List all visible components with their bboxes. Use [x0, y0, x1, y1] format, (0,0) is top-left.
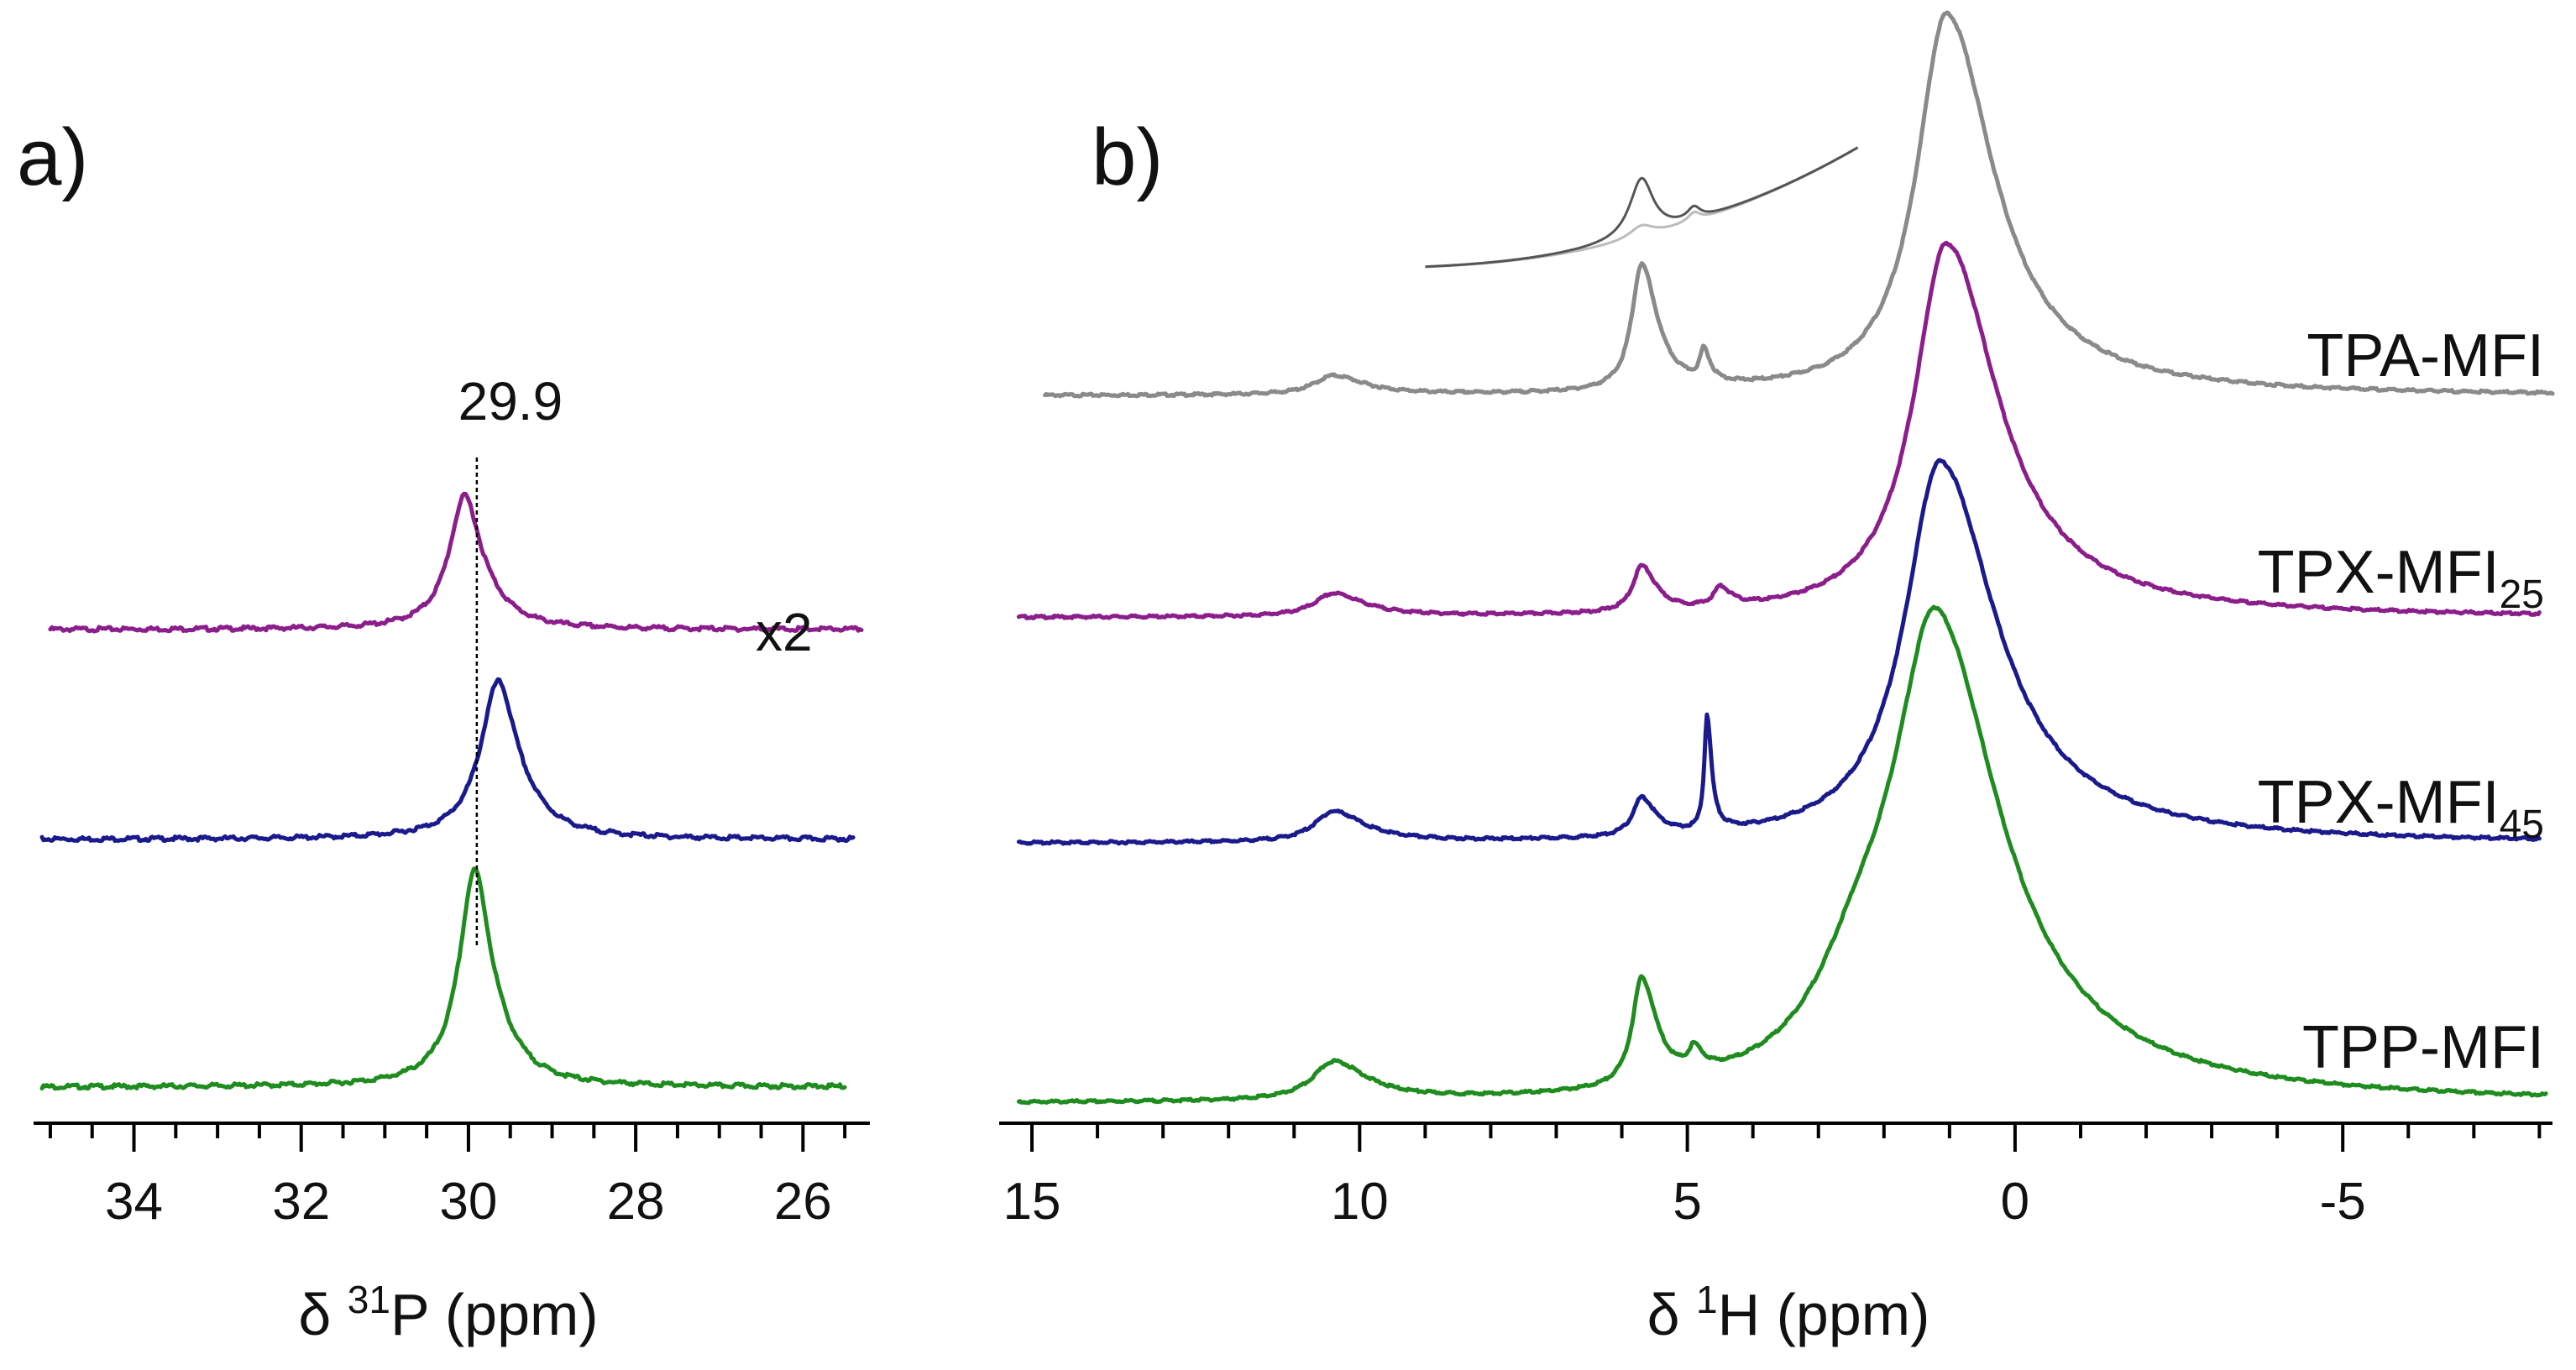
panel-b-tick-label: 0	[2001, 1173, 2029, 1231]
trace-tpp-mfi	[1016, 604, 2548, 1106]
series-label-tpp-mfi: TPP-MFI	[2302, 1014, 2544, 1081]
inset-trace-dark	[1425, 146, 1859, 269]
panel-a-tick-label: 34	[105, 1173, 163, 1231]
trace-tpx-mfi45	[39, 677, 856, 844]
scale-factor-label: x2	[756, 602, 813, 662]
trace-tpp-mfi	[39, 866, 847, 1091]
panel-a-ticks: 34 32 30 28 26	[48, 1123, 847, 1231]
panel-b-series-labels: TPA-MFI TPX-MFI25 TPX-MFI45 TPP-MFI	[2258, 322, 2544, 1081]
panel-b-label: b)	[1092, 112, 1163, 202]
panel-a-traces	[39, 491, 864, 1091]
trace-tpx-mfi45	[1016, 458, 2542, 846]
reference-line-label: 29.9	[458, 371, 563, 431]
panel-b-tick-label: 5	[1673, 1173, 1701, 1231]
series-label-tpa-mfi: TPA-MFI	[2306, 322, 2544, 390]
panel-b-tick-label: -5	[2320, 1173, 2366, 1231]
panel-a-tick-label: 32	[272, 1173, 330, 1231]
panel-a-tick-label: 30	[439, 1173, 497, 1231]
series-label-tpx-mfi25: TPX-MFI25	[2258, 539, 2544, 617]
panel-b: b) 15 10 5 0 -5 δ 1H (ppm) TPA-MFITPX-MFI25T…	[999, 10, 2555, 1347]
series-label-tpx-mfi45: TPX-MFI45	[2258, 769, 2544, 847]
trace-tpx-mfi25	[1016, 240, 2542, 620]
panel-a-label: a)	[17, 112, 88, 202]
trace-tpx-mfi25	[48, 491, 864, 634]
panel-a-tick-label: 26	[774, 1173, 832, 1231]
panel-a-x-axis-title: δ 31P (ppm)	[298, 1278, 598, 1347]
panel-a: a) 29.9 x2 34 32 30 28 26 δ 31P (ppm)	[17, 112, 870, 1347]
panel-b-x-axis-title: δ 1H (ppm)	[1647, 1278, 1930, 1347]
panel-b-traces	[1016, 10, 2555, 1106]
panel-b-tick-label: 15	[1003, 1173, 1061, 1231]
panel-b-inset	[1425, 146, 1859, 269]
panel-b-ticks: 15 10 5 0 -5	[1003, 1123, 2542, 1231]
panel-a-tick-label: 28	[607, 1173, 665, 1231]
panel-b-tick-label: 10	[1331, 1173, 1389, 1231]
trace-tpa-mfi	[1043, 10, 2555, 399]
